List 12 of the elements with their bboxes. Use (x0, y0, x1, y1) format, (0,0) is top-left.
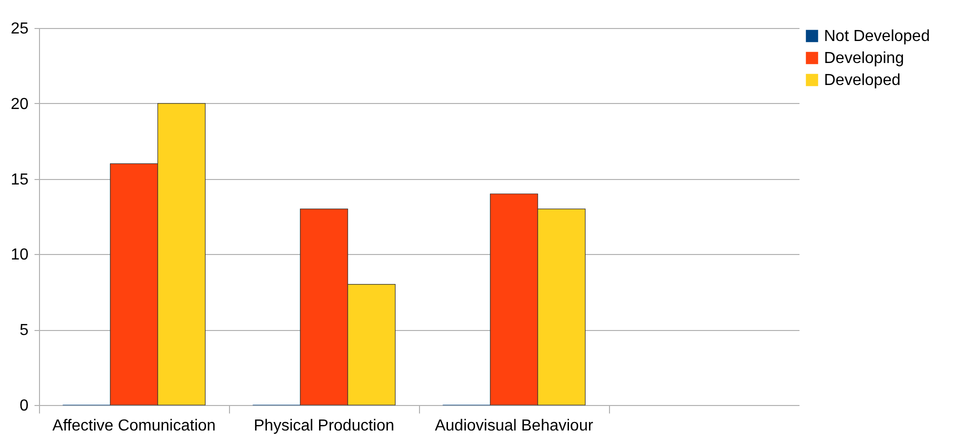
x-tick-label: Audiovisual Behaviour (434, 418, 594, 434)
legend-label: Not Developed (824, 28, 930, 45)
y-tick-label: 10 (10, 246, 29, 264)
legend-label: Developing (824, 50, 904, 67)
y-tick-label: 5 (20, 322, 29, 340)
y-tick-label: 15 (10, 171, 29, 188)
y-tick-label: 0 (20, 398, 29, 414)
y-tick-label: 25 (10, 20, 29, 38)
y-tick-label: 20 (10, 96, 29, 113)
x-tick-label: Physical Production (254, 418, 394, 434)
legend-label: Developed (824, 72, 900, 89)
x-tick-label: Affective Comunication (52, 418, 216, 434)
